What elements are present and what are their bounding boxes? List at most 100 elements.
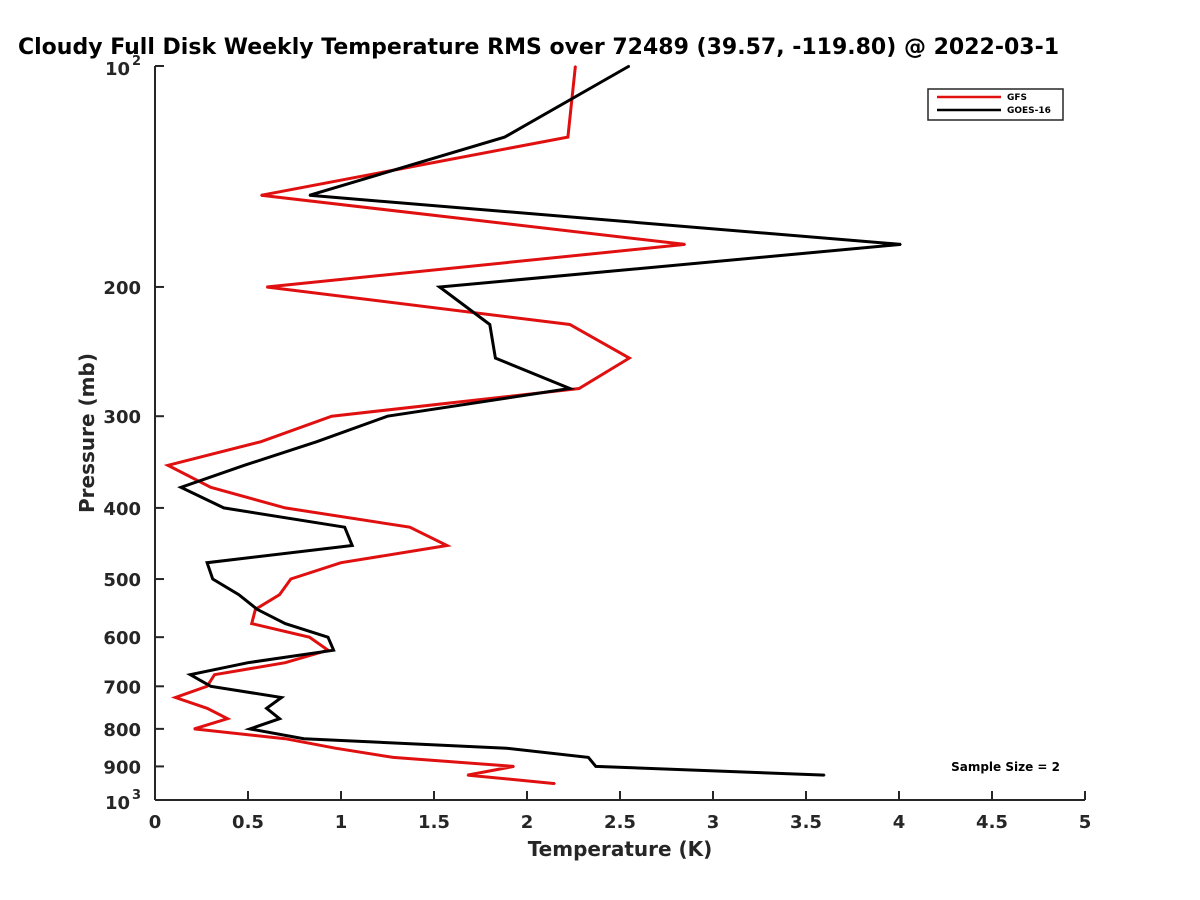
data-point xyxy=(308,194,311,197)
plot-area xyxy=(154,66,1085,801)
y-tick-label: 200 xyxy=(103,278,141,299)
data-point xyxy=(278,717,281,720)
data-point xyxy=(330,415,333,418)
sample-size-annotation: Sample Size = 2 xyxy=(951,760,1060,774)
data-point xyxy=(243,464,246,467)
data-point xyxy=(392,756,394,759)
data-point xyxy=(409,526,411,528)
data-point xyxy=(250,622,253,625)
data-point xyxy=(206,561,208,564)
x-tick-label: 3 xyxy=(707,812,720,833)
y-tick-label: 600 xyxy=(103,628,141,649)
data-point xyxy=(189,673,192,676)
data-point xyxy=(260,440,262,443)
data-point xyxy=(327,636,329,638)
data-point xyxy=(210,486,212,489)
data-point xyxy=(628,357,631,359)
x-axis-label: Temperature (K) xyxy=(528,837,713,861)
data-point xyxy=(280,696,283,699)
x-tick-label: 1.5 xyxy=(418,812,450,833)
data-point xyxy=(308,636,311,638)
data-point xyxy=(223,507,225,509)
data-point xyxy=(260,194,262,197)
data-point xyxy=(247,661,249,664)
data-point xyxy=(265,286,268,288)
data-point xyxy=(569,323,571,326)
data-point xyxy=(340,561,342,564)
data-point xyxy=(211,578,214,580)
x-tick-label: 4 xyxy=(893,812,906,833)
data-point xyxy=(334,747,337,749)
y-tick-label: 10 xyxy=(105,793,130,814)
series-line xyxy=(177,64,902,777)
data-point xyxy=(290,578,292,580)
legend-label: GOES-16 xyxy=(1007,106,1051,116)
y-tick-label: 300 xyxy=(103,407,141,428)
data-point xyxy=(213,673,216,676)
data-point xyxy=(438,286,441,288)
data-point xyxy=(900,243,902,246)
data-point xyxy=(174,696,177,699)
data-point xyxy=(578,387,580,390)
data-point xyxy=(505,747,508,749)
series-goes-16 xyxy=(177,64,902,777)
legend: GFS GOES-16 xyxy=(927,88,1064,121)
x-tick-label: 2 xyxy=(521,812,534,833)
y-tick-label: 800 xyxy=(103,720,141,741)
data-point xyxy=(595,765,597,768)
data-point xyxy=(823,774,826,776)
data-point xyxy=(489,323,491,326)
x-tick-label: 4.5 xyxy=(976,812,1008,833)
data-point xyxy=(265,707,268,710)
data-point xyxy=(513,765,515,768)
data-point xyxy=(284,737,287,740)
series-line xyxy=(163,65,686,786)
y-tick-label: 400 xyxy=(103,499,141,520)
data-point xyxy=(628,65,631,67)
data-point xyxy=(466,774,469,776)
data-point xyxy=(284,622,287,625)
y-axis-label: Pressure (mb) xyxy=(75,353,99,513)
x-tick-label: 5 xyxy=(1079,812,1092,833)
data-point xyxy=(210,685,212,688)
data-point xyxy=(180,486,182,489)
data-point xyxy=(567,136,569,138)
data-point xyxy=(303,737,305,740)
data-point xyxy=(587,756,590,759)
legend-box xyxy=(927,88,1064,121)
x-tick-label: 0 xyxy=(149,812,162,833)
data-point xyxy=(167,464,169,467)
data-point xyxy=(316,440,318,443)
chart-title: Cloudy Full Disk Weekly Temperature RMS … xyxy=(18,35,1059,60)
data-point xyxy=(574,65,577,67)
data-point xyxy=(284,661,287,664)
y-tick-label: 700 xyxy=(103,677,141,698)
x-tick-label: 2.5 xyxy=(604,812,636,833)
data-point xyxy=(351,544,354,547)
series-layer xyxy=(163,64,902,786)
x-tick-label: 1 xyxy=(335,812,348,833)
data-point xyxy=(206,707,208,710)
data-point xyxy=(237,593,240,596)
data-point xyxy=(249,728,251,730)
y-tick-label: 900 xyxy=(103,757,141,778)
data-point xyxy=(494,357,497,359)
data-point xyxy=(226,717,229,720)
data-point xyxy=(446,544,448,547)
x-ticks: 0 0.5 1 1.5 2 2.5 3 3.5 4 4.5 5 xyxy=(149,791,1092,833)
data-point xyxy=(256,608,259,611)
y-tick-exponent: 2 xyxy=(132,54,141,69)
data-point xyxy=(193,728,195,730)
data-point xyxy=(284,507,287,509)
data-point xyxy=(503,136,506,138)
series-gfs xyxy=(163,65,686,786)
data-point xyxy=(332,649,335,651)
data-point xyxy=(554,782,556,785)
data-point xyxy=(278,593,281,596)
data-point xyxy=(343,526,346,528)
x-tick-label: 0.5 xyxy=(232,812,264,833)
y-tick-label: 10 xyxy=(105,59,130,80)
y-tick-label: 500 xyxy=(103,570,141,591)
